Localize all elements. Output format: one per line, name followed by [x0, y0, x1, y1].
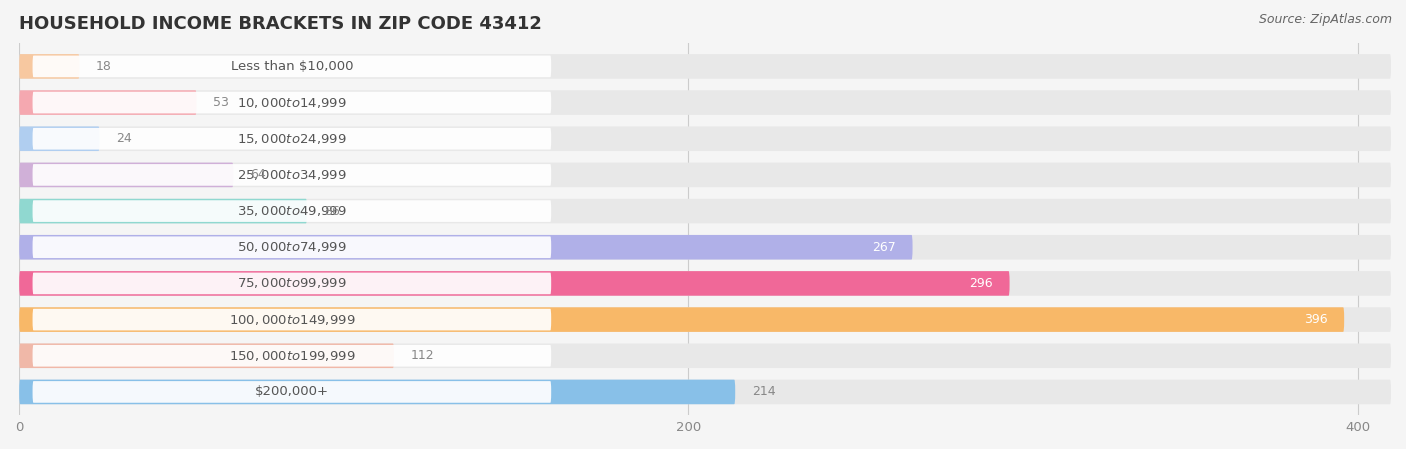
FancyBboxPatch shape — [20, 235, 912, 260]
FancyBboxPatch shape — [20, 307, 1344, 332]
FancyBboxPatch shape — [20, 343, 1391, 368]
FancyBboxPatch shape — [20, 163, 233, 187]
FancyBboxPatch shape — [20, 54, 79, 79]
Text: 296: 296 — [969, 277, 993, 290]
FancyBboxPatch shape — [20, 127, 1391, 151]
FancyBboxPatch shape — [20, 54, 1391, 79]
Text: 112: 112 — [411, 349, 434, 362]
Text: 53: 53 — [214, 96, 229, 109]
Text: 24: 24 — [117, 132, 132, 145]
FancyBboxPatch shape — [32, 128, 551, 150]
Text: 267: 267 — [872, 241, 896, 254]
Text: $150,000 to $199,999: $150,000 to $199,999 — [229, 349, 356, 363]
Text: 214: 214 — [752, 385, 776, 398]
FancyBboxPatch shape — [20, 163, 1391, 187]
FancyBboxPatch shape — [20, 343, 394, 368]
FancyBboxPatch shape — [20, 127, 100, 151]
FancyBboxPatch shape — [20, 307, 1391, 332]
FancyBboxPatch shape — [20, 380, 735, 404]
FancyBboxPatch shape — [20, 271, 1391, 296]
Text: 396: 396 — [1303, 313, 1327, 326]
FancyBboxPatch shape — [32, 381, 551, 403]
FancyBboxPatch shape — [20, 199, 1391, 224]
Text: Source: ZipAtlas.com: Source: ZipAtlas.com — [1258, 13, 1392, 26]
FancyBboxPatch shape — [32, 309, 551, 330]
Text: 18: 18 — [96, 60, 112, 73]
Text: 64: 64 — [250, 168, 266, 181]
Text: HOUSEHOLD INCOME BRACKETS IN ZIP CODE 43412: HOUSEHOLD INCOME BRACKETS IN ZIP CODE 43… — [20, 15, 543, 33]
FancyBboxPatch shape — [20, 199, 307, 224]
Text: $75,000 to $99,999: $75,000 to $99,999 — [238, 277, 347, 291]
Text: 86: 86 — [323, 205, 339, 218]
Text: $35,000 to $49,999: $35,000 to $49,999 — [238, 204, 347, 218]
FancyBboxPatch shape — [32, 200, 551, 222]
Text: $50,000 to $74,999: $50,000 to $74,999 — [238, 240, 347, 254]
Text: $10,000 to $14,999: $10,000 to $14,999 — [238, 96, 347, 110]
FancyBboxPatch shape — [32, 237, 551, 258]
FancyBboxPatch shape — [20, 90, 197, 115]
FancyBboxPatch shape — [20, 271, 1010, 296]
FancyBboxPatch shape — [20, 90, 1391, 115]
FancyBboxPatch shape — [20, 380, 1391, 404]
Text: $15,000 to $24,999: $15,000 to $24,999 — [238, 132, 347, 146]
FancyBboxPatch shape — [32, 56, 551, 77]
Text: $200,000+: $200,000+ — [254, 385, 329, 398]
FancyBboxPatch shape — [32, 164, 551, 186]
Text: $25,000 to $34,999: $25,000 to $34,999 — [238, 168, 347, 182]
FancyBboxPatch shape — [32, 273, 551, 294]
Text: Less than $10,000: Less than $10,000 — [231, 60, 353, 73]
FancyBboxPatch shape — [32, 92, 551, 114]
FancyBboxPatch shape — [32, 345, 551, 366]
FancyBboxPatch shape — [20, 235, 1391, 260]
Text: $100,000 to $149,999: $100,000 to $149,999 — [229, 313, 356, 326]
